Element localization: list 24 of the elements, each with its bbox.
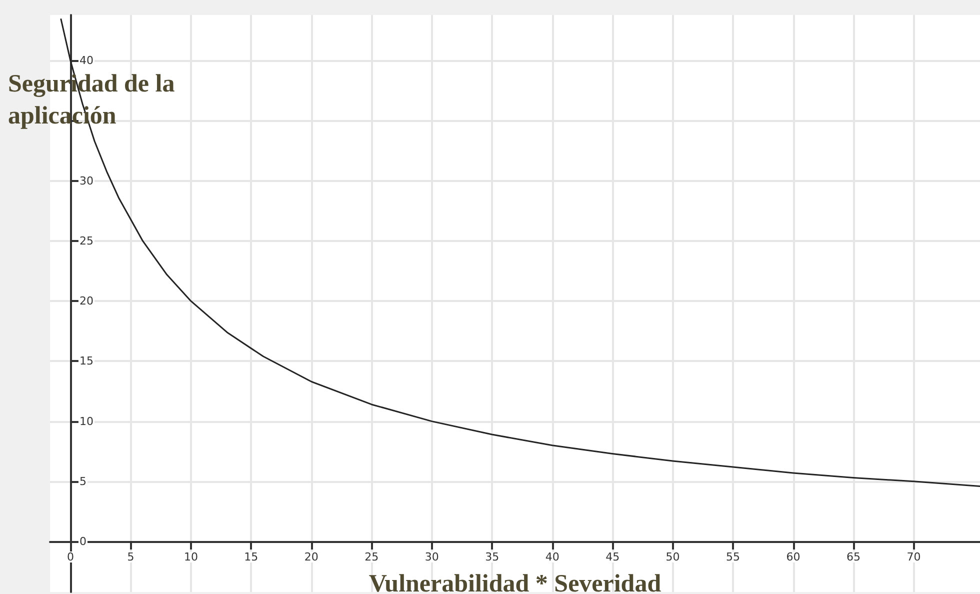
y-tick-label: 40 [79, 54, 94, 68]
x-tick-label: 55 [726, 550, 740, 564]
x-tick-label: 50 [666, 550, 680, 564]
y-tick-label: 15 [79, 354, 94, 368]
x-tick-label: 0 [66, 550, 74, 564]
x-tick-label: 70 [906, 550, 921, 564]
y-tick-label: 5 [79, 474, 86, 488]
y-tick-label: 10 [79, 414, 94, 428]
x-tick-label: 65 [846, 550, 861, 564]
x-tick-label: 35 [485, 550, 500, 564]
x-tick-label: 45 [606, 550, 620, 564]
y-tick-label: 0 [79, 535, 86, 548]
x-tick-label: 25 [364, 550, 379, 564]
x-tick-label: 10 [184, 550, 198, 564]
x-tick-label: 15 [244, 550, 258, 564]
y-tick-label: 20 [79, 294, 94, 308]
x-tick-label: 20 [304, 550, 318, 564]
y-tick-label: 25 [79, 234, 94, 248]
y-tick-label: 30 [79, 174, 94, 188]
x-tick-label: 30 [424, 550, 439, 564]
x-tick-label: 5 [127, 550, 134, 564]
x-tick-label: 40 [545, 550, 560, 564]
x-axis-title: Vulnerabilidad * Severidad [368, 570, 662, 594]
x-tick-label: 60 [786, 550, 800, 564]
